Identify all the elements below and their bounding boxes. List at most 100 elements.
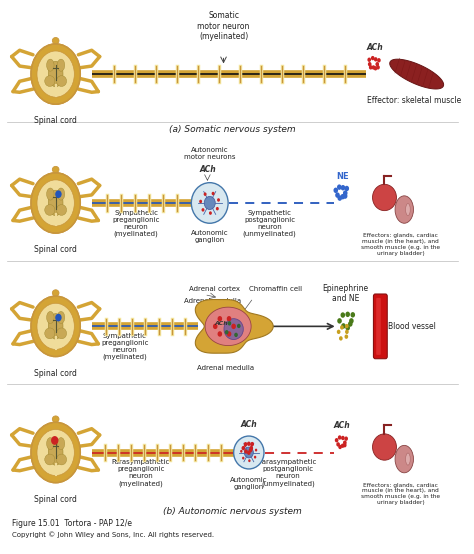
Circle shape	[334, 188, 338, 193]
Circle shape	[201, 208, 204, 212]
Ellipse shape	[46, 188, 54, 200]
Ellipse shape	[46, 438, 54, 450]
Circle shape	[377, 58, 381, 63]
Ellipse shape	[52, 416, 59, 422]
Text: Effector: skeletal muscle: Effector: skeletal muscle	[367, 96, 462, 105]
Text: Effectors: glands, cardiac
muscle (in the heart), and
smooth muscle (e.g. in the: Effectors: glands, cardiac muscle (in th…	[361, 483, 440, 505]
Circle shape	[348, 321, 353, 327]
Circle shape	[247, 442, 251, 446]
Ellipse shape	[224, 319, 243, 340]
Ellipse shape	[31, 422, 80, 483]
Ellipse shape	[48, 440, 63, 465]
Circle shape	[340, 325, 344, 330]
Text: Spinal cord: Spinal cord	[34, 368, 77, 378]
Circle shape	[374, 57, 377, 61]
Circle shape	[240, 450, 243, 453]
Circle shape	[345, 330, 349, 334]
Ellipse shape	[31, 44, 80, 104]
Text: Figure 15.01  Tortora - PAP 12/e: Figure 15.01 Tortora - PAP 12/e	[12, 519, 132, 528]
Ellipse shape	[46, 59, 54, 71]
FancyBboxPatch shape	[376, 298, 381, 355]
Circle shape	[337, 196, 342, 201]
Circle shape	[231, 324, 236, 329]
Polygon shape	[205, 307, 251, 346]
Ellipse shape	[36, 439, 53, 475]
Circle shape	[234, 333, 238, 337]
Text: Parasympathetic
preganglionic
neuron
(myelinated): Parasympathetic preganglionic neuron (my…	[111, 459, 170, 486]
Text: Adrenal cortex: Adrenal cortex	[189, 286, 240, 292]
Ellipse shape	[406, 203, 410, 216]
Circle shape	[242, 446, 245, 450]
Ellipse shape	[45, 454, 55, 465]
Circle shape	[216, 207, 219, 211]
Text: Copyright © John Wiley and Sons, Inc. All rights reserved.: Copyright © John Wiley and Sons, Inc. Al…	[12, 531, 214, 538]
Text: Autonomic
motor neurons: Autonomic motor neurons	[184, 147, 236, 160]
Circle shape	[225, 330, 228, 335]
Circle shape	[249, 448, 252, 453]
Circle shape	[218, 331, 222, 337]
Ellipse shape	[48, 190, 63, 216]
Text: Adrenal medulla: Adrenal medulla	[197, 365, 255, 371]
Circle shape	[255, 449, 257, 452]
Polygon shape	[390, 59, 444, 89]
Ellipse shape	[191, 183, 228, 223]
Text: Parasympathetic
postganglionic
neuron
(unmyelinated): Parasympathetic postganglionic neuron (u…	[259, 459, 317, 486]
Ellipse shape	[52, 166, 59, 173]
Circle shape	[211, 192, 215, 195]
Circle shape	[204, 196, 215, 209]
Text: NE: NE	[336, 172, 348, 181]
Ellipse shape	[52, 38, 59, 44]
Text: Effectors: glands, cardiac
muscle (in the heart), and
smooth muscle (e.g. in the: Effectors: glands, cardiac muscle (in th…	[361, 233, 440, 255]
Ellipse shape	[31, 173, 80, 233]
Circle shape	[374, 66, 377, 70]
Circle shape	[335, 438, 338, 443]
Ellipse shape	[57, 438, 65, 450]
Ellipse shape	[57, 311, 65, 324]
Ellipse shape	[31, 296, 80, 357]
Circle shape	[367, 58, 371, 62]
Circle shape	[55, 314, 62, 321]
Ellipse shape	[57, 188, 65, 200]
Ellipse shape	[37, 429, 74, 475]
Ellipse shape	[373, 434, 396, 460]
Ellipse shape	[58, 189, 75, 226]
Ellipse shape	[373, 184, 396, 211]
Text: Chromaffin cell: Chromaffin cell	[249, 286, 302, 292]
Circle shape	[227, 331, 231, 337]
Ellipse shape	[58, 313, 75, 350]
Circle shape	[343, 193, 347, 199]
Text: (b) Autonomic nervous system: (b) Autonomic nervous system	[164, 507, 302, 516]
Circle shape	[337, 330, 340, 334]
Circle shape	[213, 324, 218, 329]
Ellipse shape	[48, 314, 63, 339]
Circle shape	[244, 442, 247, 447]
Circle shape	[346, 325, 350, 331]
Circle shape	[338, 445, 342, 449]
Circle shape	[250, 443, 253, 447]
Circle shape	[244, 449, 248, 454]
Circle shape	[209, 211, 212, 215]
Ellipse shape	[48, 61, 63, 87]
Ellipse shape	[45, 76, 55, 86]
Circle shape	[244, 444, 246, 447]
Circle shape	[250, 442, 254, 447]
Ellipse shape	[45, 204, 55, 216]
Ellipse shape	[56, 328, 67, 338]
Circle shape	[349, 318, 354, 324]
Text: Autonomic
ganglion: Autonomic ganglion	[191, 230, 228, 243]
Ellipse shape	[56, 76, 67, 86]
Circle shape	[345, 324, 349, 329]
Circle shape	[369, 65, 373, 70]
Circle shape	[55, 191, 62, 198]
Text: Somatic
motor neuron
(myelinated): Somatic motor neuron (myelinated)	[197, 12, 250, 41]
Circle shape	[228, 321, 231, 326]
Circle shape	[345, 335, 348, 339]
Text: Spinal cord: Spinal cord	[34, 245, 77, 254]
Circle shape	[337, 184, 342, 190]
Circle shape	[341, 444, 345, 448]
Circle shape	[339, 336, 343, 341]
Circle shape	[237, 324, 241, 328]
Circle shape	[368, 62, 372, 66]
Ellipse shape	[406, 453, 410, 465]
Ellipse shape	[37, 51, 74, 97]
